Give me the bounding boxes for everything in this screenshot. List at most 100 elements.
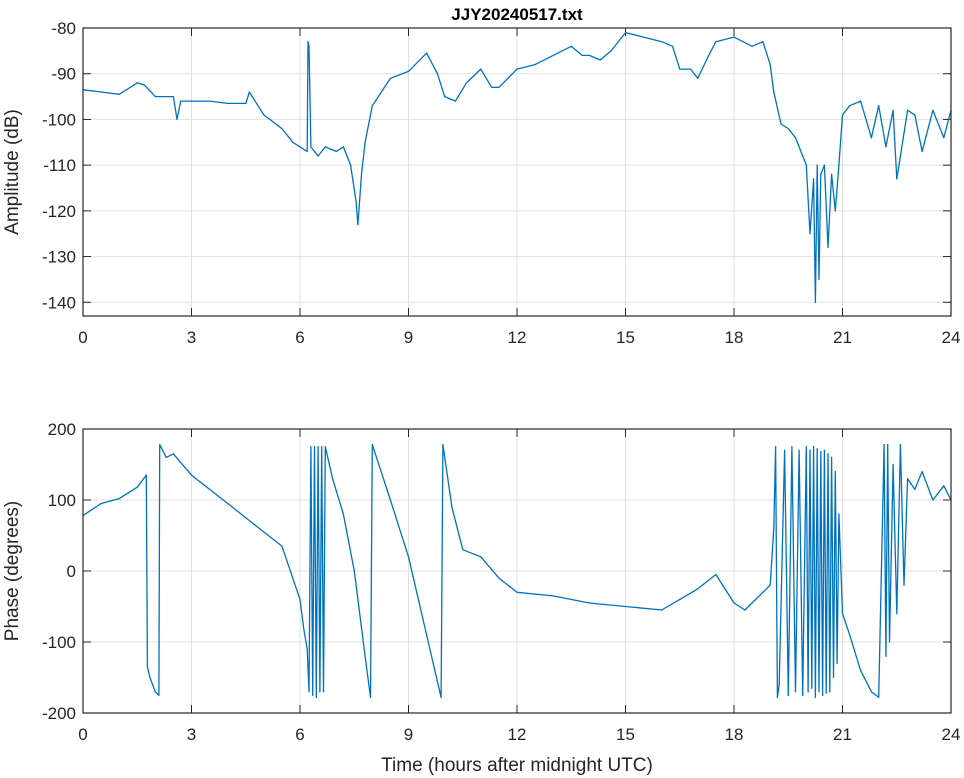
data-point	[143, 84, 146, 86]
data-point	[552, 54, 554, 57]
data-point	[805, 164, 807, 166]
data-point	[154, 691, 156, 693]
data-point	[306, 150, 308, 153]
data-point	[312, 694, 314, 696]
data-point	[794, 691, 797, 693]
data-point	[118, 93, 120, 95]
data-point	[802, 694, 804, 696]
data-point	[896, 178, 898, 180]
data-point	[480, 68, 482, 70]
data-point	[943, 485, 945, 487]
data-point	[798, 449, 800, 451]
x-tick-label: 6	[295, 328, 304, 347]
data-point	[425, 52, 428, 54]
data-point	[516, 68, 518, 70]
data-point	[827, 246, 829, 249]
data-point	[100, 502, 102, 505]
data-point	[324, 146, 326, 148]
x-tick-label: 3	[187, 328, 196, 347]
data-point	[776, 696, 779, 698]
data-point	[841, 613, 844, 615]
x-tick-label: 21	[833, 725, 852, 744]
data-point	[407, 556, 410, 558]
data-point	[849, 105, 851, 107]
data-point	[624, 605, 627, 608]
data-point	[227, 502, 229, 505]
data-point	[814, 301, 816, 303]
data-point	[149, 676, 151, 679]
data-point	[342, 146, 344, 148]
data-point	[263, 114, 265, 116]
data-point	[715, 573, 717, 576]
y-tick-label: 0	[67, 562, 76, 581]
axes-box	[82, 428, 952, 714]
data-point	[642, 36, 645, 38]
data-point	[820, 451, 822, 453]
data-point	[697, 77, 699, 79]
data-point	[859, 100, 862, 102]
data-point	[899, 444, 901, 446]
data-point	[136, 486, 138, 488]
data-point	[661, 609, 663, 611]
y-tick-label: 200	[48, 420, 76, 439]
data-point	[943, 137, 945, 139]
data-point	[887, 444, 889, 446]
data-point	[885, 655, 887, 657]
data-point	[679, 598, 681, 601]
data-point	[321, 446, 323, 448]
data-point	[849, 634, 851, 636]
data-point	[820, 173, 822, 175]
data-point	[751, 45, 753, 47]
data-point	[762, 41, 764, 43]
data-point	[364, 141, 366, 143]
data-point	[812, 446, 815, 448]
data-point	[454, 100, 457, 102]
x-tick-label: 9	[404, 725, 413, 744]
data-point	[100, 91, 102, 93]
data-point	[811, 687, 813, 689]
data-point	[310, 146, 312, 148]
y-tick-label: -130	[42, 248, 76, 267]
data-point	[480, 556, 482, 558]
x-tick-label: 3	[187, 725, 196, 744]
data-point	[836, 662, 838, 664]
data-point	[914, 488, 916, 490]
data-point	[599, 59, 601, 61]
data-point	[885, 146, 887, 148]
data-point	[780, 123, 782, 125]
data-point	[794, 137, 797, 139]
data-point	[588, 54, 590, 57]
data-point	[769, 584, 771, 586]
data-point	[834, 210, 836, 212]
data-point	[838, 513, 840, 515]
axes-box	[82, 27, 952, 317]
data-point	[322, 691, 325, 693]
data-point	[581, 54, 583, 57]
data-point	[159, 444, 161, 446]
data-point	[671, 45, 674, 47]
y-tick-label: -80	[51, 19, 76, 38]
data-point	[829, 691, 831, 693]
x-tick-label: 0	[78, 725, 87, 744]
x-tick-label: 18	[725, 328, 744, 347]
data-point	[176, 118, 178, 121]
data-point	[733, 602, 735, 604]
data-point	[831, 456, 833, 458]
data-point	[442, 444, 444, 446]
data-point	[822, 694, 824, 696]
y-tick-label: 100	[48, 491, 76, 510]
data-point	[892, 109, 894, 111]
data-point	[465, 82, 467, 84]
data-point	[313, 446, 316, 448]
data-point	[317, 155, 319, 157]
data-point	[805, 446, 807, 448]
x-tick-label: 0	[78, 328, 87, 347]
data-point	[534, 63, 536, 66]
data-point	[690, 68, 692, 70]
data-point	[315, 696, 317, 698]
data-point	[310, 446, 312, 448]
data-point	[369, 696, 372, 698]
data-point	[697, 588, 699, 590]
x-tick-label: 18	[725, 725, 744, 744]
